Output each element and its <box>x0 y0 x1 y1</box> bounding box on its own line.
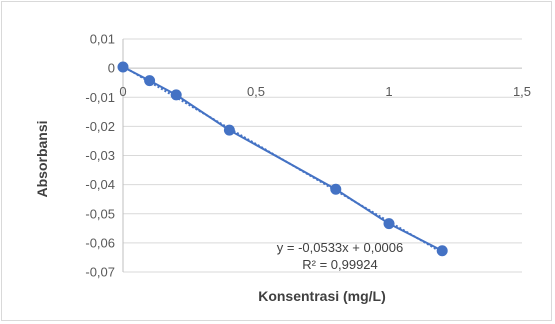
y-tick-label: -0,01 <box>85 90 115 105</box>
x-axis-title: Konsentrasi (mg/L) <box>258 288 386 304</box>
y-tick-label: 0,01 <box>90 32 115 47</box>
y-tick-label: -0,03 <box>85 148 115 163</box>
y-tick-label: 0 <box>108 61 115 76</box>
data-point <box>223 124 235 136</box>
data-point <box>144 75 156 87</box>
data-point <box>436 245 448 257</box>
y-axis-title: Absorbansi <box>34 120 50 197</box>
trendline-equation: y = -0,0533x + 0,0006 <box>277 240 403 255</box>
x-tick-label: 1,5 <box>513 84 531 99</box>
axes <box>122 39 522 272</box>
y-tick-label: -0,04 <box>85 177 115 192</box>
data-point <box>383 218 395 230</box>
data-point <box>117 61 129 73</box>
gridlines <box>123 38 522 273</box>
y-tick-label: -0,02 <box>85 119 115 134</box>
x-tick-label: 0 <box>119 84 126 99</box>
y-tick-label: -0,05 <box>85 206 115 221</box>
y-tick-labels: 0,01 0 -0,01 -0,02 -0,03 -0,04 -0,05 -0,06 -0,07 <box>85 32 115 280</box>
y-tick-label: -0,06 <box>85 235 115 250</box>
y-tick-label: -0,07 <box>85 265 115 280</box>
data-point <box>330 183 342 195</box>
trendline-r-squared: R² = 0,99924 <box>302 257 378 272</box>
x-tick-labels: 0 0,5 1 1,5 <box>119 84 531 99</box>
data-series <box>117 61 448 257</box>
data-point <box>170 89 182 101</box>
x-tick-label: 0,5 <box>247 84 265 99</box>
x-tick-label: 1 <box>385 84 392 99</box>
